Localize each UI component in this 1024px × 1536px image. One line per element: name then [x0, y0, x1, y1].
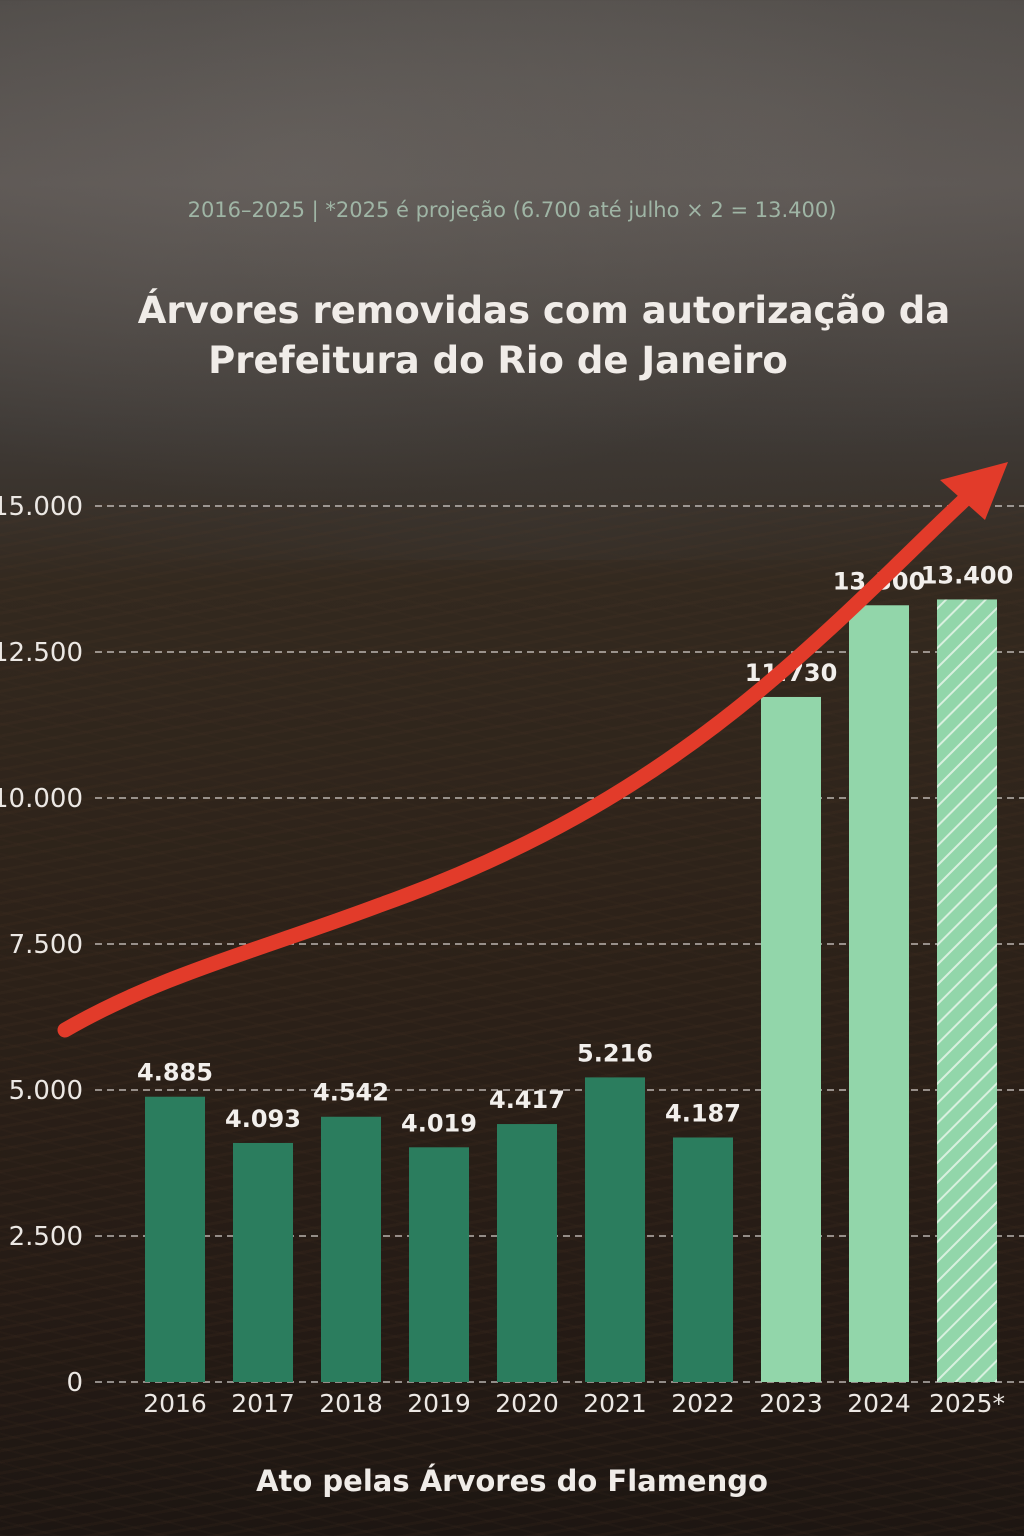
- chart-subtitle: 2016–2025 | *2025 é projeção (6.700 até …: [187, 198, 837, 222]
- x-tick-label: 2018: [319, 1389, 383, 1418]
- chart-title-line-2: Prefeitura do Rio de Janeiro: [208, 339, 788, 382]
- bar-value-label: 4.885: [137, 1059, 213, 1087]
- bar-value-label: 4.542: [313, 1079, 389, 1107]
- x-tick-label: 2022: [671, 1389, 735, 1418]
- y-tick-label: 10.000: [0, 784, 83, 814]
- y-tick-label: 12.500: [0, 638, 83, 668]
- y-tick-label: 7.500: [9, 930, 83, 960]
- chart-title-line-1: Árvores removidas com autorização da: [137, 289, 951, 332]
- y-tick-label: 15.000: [0, 492, 83, 522]
- chart-title: Árvores removidas com autorização da Pre…: [0, 286, 1024, 386]
- bar-value-label: 4.019: [401, 1109, 477, 1137]
- y-tick-label: 5.000: [9, 1076, 83, 1106]
- bar-2025*: [937, 599, 997, 1382]
- x-tick-label: 2024: [847, 1389, 911, 1418]
- trend-arrow-line: [57, 482, 983, 1038]
- bar-value-label: 5.216: [577, 1039, 653, 1067]
- bar-value-label: 13.400: [921, 561, 1014, 589]
- bar-2016: [145, 1096, 205, 1382]
- bar-value-label: 4.187: [665, 1099, 741, 1127]
- x-tick-label: 2016: [143, 1389, 207, 1418]
- y-tick-label: 2.500: [9, 1222, 83, 1252]
- bar-2023: [761, 696, 821, 1382]
- bar-2024: [849, 605, 909, 1382]
- y-tick-label: 0: [66, 1368, 83, 1398]
- trend-arrow-head-icon: [940, 462, 1008, 520]
- bar-value-label: 4.093: [225, 1105, 301, 1133]
- x-tick-label: 2021: [583, 1389, 647, 1418]
- x-tick-label: 2023: [759, 1389, 823, 1418]
- x-tick-label: 2020: [495, 1389, 559, 1418]
- bar-value-label: 4.417: [489, 1086, 565, 1114]
- x-tick-label: 2019: [407, 1389, 471, 1418]
- bar-2020: [497, 1124, 557, 1382]
- bar-2018: [321, 1116, 381, 1382]
- x-tick-label: 2017: [231, 1389, 295, 1418]
- bar-2017: [233, 1142, 293, 1382]
- bar-2022: [673, 1137, 733, 1382]
- bar-2021: [585, 1077, 645, 1382]
- x-tick-label: 2025*: [929, 1389, 1005, 1418]
- bar-2019: [409, 1147, 469, 1382]
- background-smoke: [0, 0, 1024, 560]
- chart-footer: Ato pelas Árvores do Flamengo: [256, 1464, 768, 1498]
